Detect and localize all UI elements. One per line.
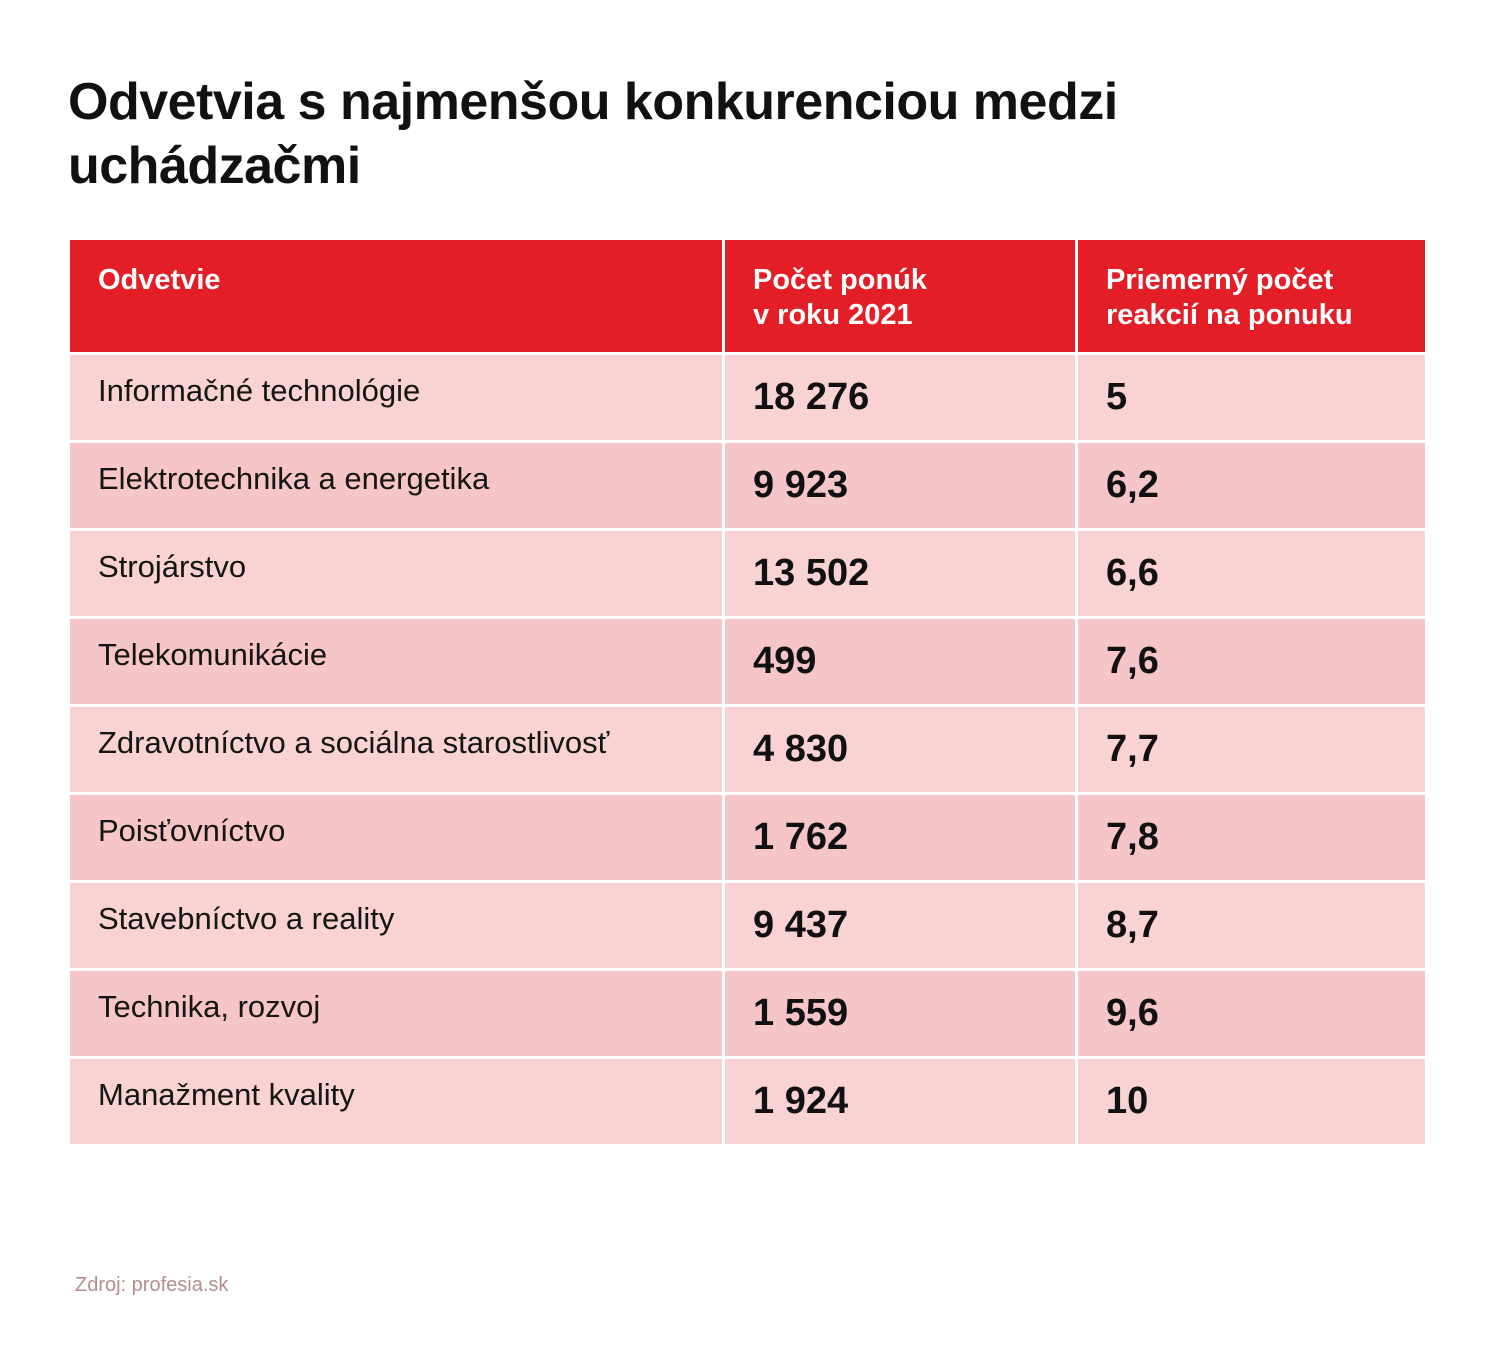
table-row: Stavebníctvo a reality 9 437 8,7: [70, 883, 1425, 971]
offers-cell: 9 923: [722, 443, 1075, 531]
reactions-cell: 5: [1075, 355, 1425, 443]
column-header-sector-line1: Odvetvie: [98, 264, 221, 296]
reactions-cell: 8,7: [1075, 883, 1425, 971]
offers-cell: 1 924: [722, 1059, 1075, 1144]
chart-title: Odvetvia s najmenšou konkurenciou medzi …: [68, 73, 1118, 195]
table-row: Telekomunikácie 499 7,6: [70, 619, 1425, 707]
sector-cell: Strojárstvo: [70, 531, 722, 619]
sector-cell: Zdravotníctvo a sociálna starostlivosť: [70, 707, 722, 795]
reactions-cell: 10: [1075, 1059, 1425, 1144]
sector-cell: Manažment kvality: [70, 1059, 722, 1144]
offers-cell: 18 276: [722, 355, 1075, 443]
offers-cell: 1 559: [722, 971, 1075, 1059]
offers-cell: 499: [722, 619, 1075, 707]
reactions-cell: 6,6: [1075, 531, 1425, 619]
offers-cell: 4 830: [722, 707, 1075, 795]
sector-cell: Poisťovníctvo: [70, 795, 722, 883]
sector-cell: Stavebníctvo a reality: [70, 883, 722, 971]
column-header-sector: Odvetvie: [70, 240, 722, 355]
table-row: Elektrotechnika a energetika 9 923 6,2: [70, 443, 1425, 531]
reactions-cell: 7,8: [1075, 795, 1425, 883]
source-note: Zdroj: profesia.sk: [75, 1274, 229, 1296]
column-header-reactions-line1: Priemerný počet: [1106, 264, 1334, 296]
reactions-cell: 7,7: [1075, 707, 1425, 795]
column-header-offers-line2: v roku 2021: [753, 299, 913, 331]
column-header-reactions: Priemerný počet reakcií na ponuku: [1075, 240, 1425, 355]
offers-cell: 1 762: [722, 795, 1075, 883]
offers-cell: 13 502: [722, 531, 1075, 619]
data-table: Odvetvie Počet ponúk v roku 2021 Priemer…: [70, 240, 1425, 1144]
sector-cell: Informačné technológie: [70, 355, 722, 443]
offers-cell: 9 437: [722, 883, 1075, 971]
table-header-row: Odvetvie Počet ponúk v roku 2021 Priemer…: [70, 240, 1425, 355]
table-row: Informačné technológie 18 276 5: [70, 355, 1425, 443]
table-row: Manažment kvality 1 924 10: [70, 1059, 1425, 1144]
column-header-offers: Počet ponúk v roku 2021: [722, 240, 1075, 355]
sector-cell: Elektrotechnika a energetika: [70, 443, 722, 531]
reactions-cell: 9,6: [1075, 971, 1425, 1059]
table-row: Poisťovníctvo 1 762 7,8: [70, 795, 1425, 883]
sector-cell: Telekomunikácie: [70, 619, 722, 707]
table-row: Technika, rozvoj 1 559 9,6: [70, 971, 1425, 1059]
column-header-reactions-line2: reakcií na ponuku: [1106, 299, 1353, 331]
reactions-cell: 7,6: [1075, 619, 1425, 707]
sector-cell: Technika, rozvoj: [70, 971, 722, 1059]
table-row: Strojárstvo 13 502 6,6: [70, 531, 1425, 619]
reactions-cell: 6,2: [1075, 443, 1425, 531]
column-header-offers-line1: Počet ponúk: [753, 264, 928, 296]
table-row: Zdravotníctvo a sociálna starostlivosť 4…: [70, 707, 1425, 795]
